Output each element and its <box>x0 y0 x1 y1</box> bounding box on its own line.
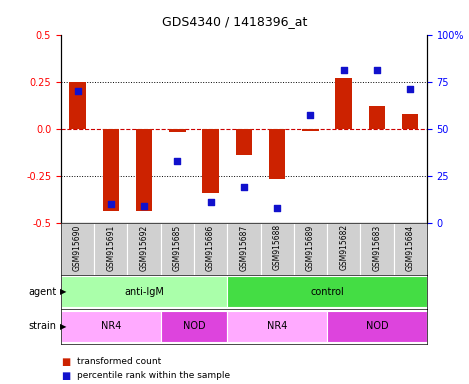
Bar <box>260 223 294 275</box>
Text: NOD: NOD <box>183 321 205 331</box>
Bar <box>94 223 128 275</box>
Text: ▶: ▶ <box>60 322 67 331</box>
Point <box>240 184 248 190</box>
Bar <box>61 311 161 342</box>
Text: GSM915690: GSM915690 <box>73 224 82 271</box>
Text: GSM915682: GSM915682 <box>339 224 348 270</box>
Text: GSM915691: GSM915691 <box>106 224 115 270</box>
Point <box>174 157 181 164</box>
Bar <box>103 129 119 212</box>
Bar <box>369 106 385 129</box>
Point <box>107 201 114 207</box>
Bar <box>360 223 393 275</box>
Text: control: control <box>310 287 344 297</box>
Bar <box>227 223 260 275</box>
Bar <box>302 129 319 131</box>
Text: strain: strain <box>28 321 56 331</box>
Bar <box>235 129 252 155</box>
Text: NR4: NR4 <box>101 321 121 331</box>
Bar <box>227 276 427 307</box>
Text: NR4: NR4 <box>267 321 287 331</box>
Point <box>273 205 281 211</box>
Bar <box>128 223 161 275</box>
Bar <box>327 311 427 342</box>
Bar <box>294 223 327 275</box>
Bar <box>61 276 227 307</box>
Text: GSM915684: GSM915684 <box>406 224 415 270</box>
Text: ■: ■ <box>61 357 70 367</box>
Bar <box>169 129 186 132</box>
Text: GDS4340 / 1418396_at: GDS4340 / 1418396_at <box>162 15 307 28</box>
Bar <box>393 223 427 275</box>
Bar <box>194 223 227 275</box>
Bar <box>202 129 219 193</box>
Point <box>207 199 214 205</box>
Text: GSM915686: GSM915686 <box>206 224 215 270</box>
Text: NOD: NOD <box>366 321 388 331</box>
Text: GSM915692: GSM915692 <box>140 224 149 270</box>
Text: GSM915683: GSM915683 <box>372 224 381 270</box>
Text: GSM915688: GSM915688 <box>272 224 282 270</box>
Text: percentile rank within the sample: percentile rank within the sample <box>77 371 230 380</box>
Bar <box>69 82 86 129</box>
Point <box>140 203 148 209</box>
Bar <box>61 223 94 275</box>
Bar <box>402 114 418 129</box>
Point <box>340 67 348 73</box>
Text: agent: agent <box>28 287 56 297</box>
Point <box>307 113 314 119</box>
Point <box>74 88 81 94</box>
Bar <box>269 129 286 179</box>
Text: anti-IgM: anti-IgM <box>124 287 164 297</box>
Text: GSM915689: GSM915689 <box>306 224 315 270</box>
Bar <box>227 311 327 342</box>
Text: transformed count: transformed count <box>77 357 162 366</box>
Bar <box>335 78 352 129</box>
Text: GSM915685: GSM915685 <box>173 224 182 270</box>
Text: ▶: ▶ <box>60 287 67 296</box>
Text: GSM915687: GSM915687 <box>239 224 249 270</box>
Bar <box>161 223 194 275</box>
Bar <box>161 311 227 342</box>
Text: ■: ■ <box>61 371 70 381</box>
Point <box>373 67 381 73</box>
Bar <box>136 129 152 212</box>
Point <box>407 86 414 92</box>
Bar <box>327 223 360 275</box>
